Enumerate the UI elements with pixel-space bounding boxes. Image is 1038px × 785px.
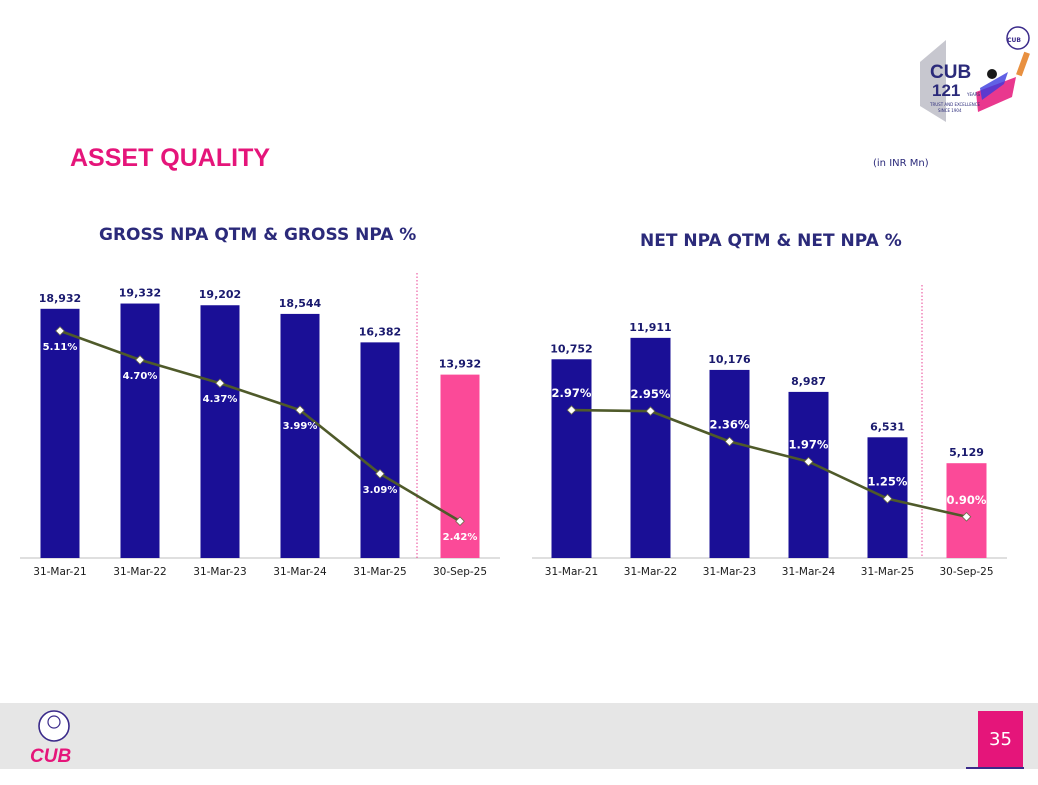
net-category-label-2: 31-Mar-23 [703,566,756,578]
gross-pct-marker-4 [375,468,385,479]
net-category-label-1: 31-Mar-22 [624,566,677,578]
net-pct-line [571,408,967,519]
net-bar-3 [788,391,829,558]
gross-npa-chart: 18,932 31-Mar-21 19,332 31-Mar-22 19,202 31-M… [20,273,500,578]
gross-pct-label-2: 4.37% [203,394,238,405]
gross-pct-marker-2 [215,378,225,389]
net-pct-label-4: 1.25% [868,475,908,489]
page-number-underline [966,767,1024,769]
gross-pct-label-3: 3.99% [283,421,318,432]
gross-pct-marker-5 [455,516,465,527]
gross-category-label-2: 31-Mar-23 [193,566,246,578]
gross-bar-value-label-4: 16,382 [359,325,401,338]
gross-pct-label-4: 3.09% [363,485,398,496]
gross-category-label-1: 31-Mar-22 [113,566,166,578]
gross-bar-5 [440,374,480,558]
net-pct-label-0: 2.97% [552,386,592,400]
net-bar-value-label-0: 10,752 [550,342,592,355]
gross-category-label-3: 31-Mar-24 [273,566,327,578]
net-category-label-3: 31-Mar-24 [782,566,836,578]
logo-torch-icon [1016,51,1030,77]
footer-bar [0,703,1038,769]
net-npa-chart-title: NET NPA QTM & NET NPA % [640,231,902,251]
net-bar-1 [630,337,671,558]
net-pct-marker-3 [803,456,814,467]
footer-emblem-icon [38,710,70,742]
net-pct-marker-4 [882,493,893,504]
net-bar-value-label-4: 6,531 [870,420,905,433]
logo-grey-shape [920,40,946,122]
footer-emblem-inner [47,715,61,729]
gross-npa-chart-title: GROSS NPA QTM & GROSS NPA % [99,225,417,245]
net-pct-label-3: 1.97% [789,438,829,452]
net-pct-marker-5 [961,511,972,522]
gross-pct-marker-0 [55,326,65,336]
net-pct-label-1: 2.95% [631,387,671,401]
net-bar-value-label-2: 10,176 [708,353,751,366]
net-pct-marker-0 [566,405,577,415]
page-title: ASSET QUALITY [70,144,271,172]
gross-category-label-5: 30-Sep-25 [433,566,487,578]
net-bar-value-label-5: 5,129 [949,446,984,459]
logo-emblem-text: CUB [1007,37,1021,44]
net-bar-value-label-1: 11,911 [629,321,671,334]
logo-emblem-icon [1006,26,1030,50]
net-category-label-4: 31-Mar-25 [861,566,914,578]
logo-years-text: 121 [932,81,960,100]
cub-121-years-logo: CUB CUB 121 YEARS TRUST AND EXCELLENCE S… [920,26,1030,122]
logo-pink-swoosh [976,77,1016,112]
gross-bar-3 [280,313,320,558]
footer-cub-logo: CUB [30,710,71,766]
logo-ball-icon [987,69,997,79]
gross-bar-0 [40,308,80,558]
logo-blue-swoosh [980,72,1008,100]
gross-pct-label-1: 4.70% [123,371,158,382]
page-number: 35 [978,711,1023,767]
logo-since: SINCE 1904 [938,108,962,113]
gross-pct-label-5: 2.42% [443,532,478,543]
gross-pct-line [59,329,461,523]
net-category-label-5: 30-Sep-25 [939,566,993,578]
gross-pct-label-0: 5.11% [43,342,78,353]
logo-years-suffix: YEARS [966,92,980,97]
gross-bar-value-label-5: 13,932 [439,358,481,371]
gross-bar-1 [120,303,160,558]
gross-pct-marker-3 [295,405,305,415]
net-bar-0 [551,359,592,558]
net-npa-chart: 10,752 31-Mar-21 11,911 31-Mar-22 10,176 31-M… [532,285,1007,578]
logo-brand-text: CUB [930,62,971,83]
gross-bar-value-label-1: 19,332 [119,287,161,300]
gross-bar-4 [360,342,400,558]
net-category-label-0: 31-Mar-21 [545,566,598,578]
gross-bar-value-label-3: 18,544 [279,297,322,310]
net-bar-5 [946,463,987,558]
logo-tagline: TRUST AND EXCELLENCE [929,102,981,107]
gross-bar-value-label-2: 19,202 [199,288,241,301]
net-pct-marker-1 [645,406,656,416]
gross-category-label-4: 31-Mar-25 [353,566,406,578]
net-pct-label-5: 0.90% [947,493,987,507]
gross-pct-marker-1 [135,355,145,365]
units-note: (in INR Mn) [873,158,929,169]
net-pct-marker-2 [724,436,735,447]
net-bar-2 [709,369,750,558]
gross-bar-2 [200,305,240,558]
net-bar-value-label-3: 8,987 [791,375,826,388]
gross-bar-value-label-0: 18,932 [39,292,81,305]
footer-logo-text: CUB [30,746,71,766]
gross-category-label-0: 31-Mar-21 [33,566,86,578]
net-pct-label-2: 2.36% [710,418,750,432]
